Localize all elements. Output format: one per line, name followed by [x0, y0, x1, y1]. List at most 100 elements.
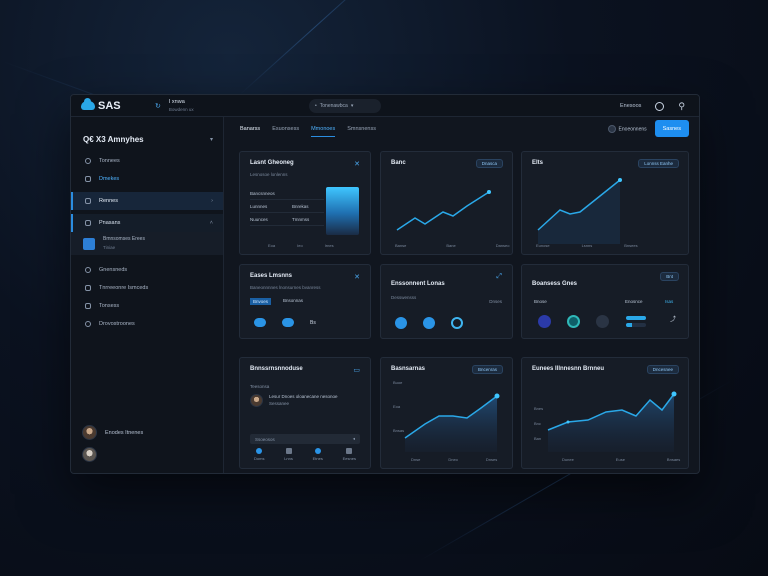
- data-point: [566, 420, 570, 424]
- sidebar-item-2[interactable]: Dmekes: [71, 170, 223, 188]
- tab-2[interactable]: Esuonsess: [272, 126, 300, 132]
- sidebar-item-label: Tonsess: [99, 303, 120, 309]
- action-2[interactable]: Lnns: [284, 448, 293, 461]
- x-axis: Eoa Ieo Irnes: [268, 243, 334, 248]
- badge[interactable]: Bncenras: [471, 365, 503, 374]
- brand-logo[interactable]: SAS: [81, 98, 151, 112]
- main-content: Banarss Esuonsess Mmonoes Smnsnenss Enoe…: [224, 117, 699, 473]
- sidebar-user-2[interactable]: [82, 447, 97, 462]
- axis-label: Dnses: [485, 457, 498, 462]
- card-tags: Eases Lmsnns ✕ Baneonnnnes lnonsurnes bv…: [239, 264, 371, 339]
- top-user[interactable]: I xnwa Bowdenn ux: [169, 98, 194, 114]
- action-label: Etnes: [312, 456, 323, 461]
- sidebar-title: Q€ X3 Amnyhes: [83, 135, 144, 144]
- series-line: [396, 191, 490, 231]
- card-chart-2: Elts Lonnss Eanhe Eunose Lsnns Bnsees: [521, 151, 689, 255]
- close-icon[interactable]: ✕: [354, 274, 360, 281]
- refresh-icon[interactable]: [451, 317, 463, 329]
- series-line: [537, 179, 621, 231]
- cloud-icon[interactable]: [282, 318, 294, 327]
- tag-row: Bnvoes Bnsonnas: [250, 298, 303, 305]
- send-icon: [83, 237, 95, 250]
- sidebar-item-4[interactable]: Pnasans ˄: [71, 214, 223, 232]
- settings-icon: [85, 321, 91, 327]
- tag[interactable]: Bnsonnas: [283, 298, 304, 303]
- filter-control[interactable]: Enoeonnens: [607, 124, 647, 133]
- data-point: [618, 178, 622, 182]
- sidebar-item-1[interactable]: Tonnees: [71, 152, 223, 170]
- brand-name: SAS: [98, 99, 121, 112]
- area-chart: [404, 393, 500, 452]
- primary-button[interactable]: Sasnes: [654, 120, 689, 137]
- pin-icon: [256, 448, 263, 454]
- y-axis-label: Buoe: [393, 380, 403, 385]
- window-icon[interactable]: ▭: [353, 367, 360, 374]
- sidebar-user-1[interactable]: Enodes Itnenes: [82, 425, 143, 440]
- table-cell: Lunnnes: [250, 203, 268, 209]
- action-label: Lnns: [284, 456, 293, 461]
- tab-4[interactable]: Smnsnenss: [347, 126, 376, 132]
- y-axis-label: Ban: [534, 436, 542, 441]
- sidebar-subitem[interactable]: Bmnsomses Erees Tiniae: [71, 232, 223, 255]
- account-label[interactable]: Enesoos: [620, 103, 642, 109]
- badge[interactable]: Dnasca: [475, 159, 503, 168]
- calendar-icon: [85, 176, 91, 182]
- badge[interactable]: Dncesnee: [646, 365, 679, 374]
- globe-icon[interactable]: [395, 317, 407, 329]
- action-4[interactable]: Eesnes: [343, 448, 356, 461]
- tab-1[interactable]: Banarss: [240, 126, 261, 132]
- filter-label: Enoeonnens: [618, 125, 647, 132]
- status-icon[interactable]: [567, 315, 580, 328]
- send-icon[interactable]: ◂: [352, 436, 355, 441]
- area-chart: [547, 391, 677, 452]
- tag[interactable]: Bnvoes: [250, 298, 272, 305]
- axis-label: Bane: [446, 243, 456, 248]
- card-connections: Enssonnent Lonas ⤢ Desswensss Dnses: [380, 264, 513, 339]
- series-area: [538, 180, 620, 244]
- sync-icon[interactable]: ↻: [155, 102, 161, 110]
- card-title: Eases Lmsnns: [250, 273, 293, 279]
- badge[interactable]: Bnt: [660, 272, 679, 281]
- sidebar-item-label: Gnensneds: [99, 267, 128, 273]
- chevron-right-icon: ›: [211, 198, 213, 204]
- sidebar-item-label: Pnasans: [99, 220, 121, 226]
- action-1[interactable]: Doms: [254, 448, 264, 461]
- y-axis-label: Eoa: [393, 404, 401, 409]
- sidebar-item-6[interactable]: Tnrreeonre Ismceds: [71, 279, 223, 297]
- sidebar-item-3[interactable]: Rennes ›: [71, 192, 223, 210]
- x-axis: Banse Bane Danseo: [395, 243, 509, 248]
- y-axis: Buoe Eoa Bnsas: [393, 380, 404, 433]
- tab-3[interactable]: Mmonoes: [311, 126, 336, 137]
- icon-row: Bs: [254, 318, 316, 327]
- sidebar-header[interactable]: Q€ X3 Amnyhes ▾: [71, 117, 223, 152]
- card-title: Lasnt Gheoneg: [250, 160, 294, 166]
- series-area: [548, 394, 674, 452]
- sidebar-item-label: Tnrreeonre Ismceds: [99, 285, 149, 291]
- chevron-down-icon: ▾: [209, 137, 213, 143]
- user-icon[interactable]: ⚲: [678, 100, 685, 111]
- expand-icon[interactable]: ⤢: [496, 273, 502, 280]
- user-icon[interactable]: [538, 315, 551, 328]
- axis-label: Euse: [615, 457, 625, 462]
- cloud-icon[interactable]: [254, 318, 266, 327]
- search-icon: •: [315, 103, 317, 109]
- y-axis-label: Bnc: [534, 421, 541, 426]
- axis-label: Dneo: [448, 457, 458, 462]
- image-icon: [85, 220, 91, 226]
- right-label: Enosnce: [625, 299, 643, 304]
- add-icon[interactable]: [596, 315, 609, 328]
- message-input[interactable]: Ssoeosos ◂: [250, 434, 360, 444]
- link-icon[interactable]: ⤴: [670, 317, 677, 323]
- action-3[interactable]: Etnes: [313, 448, 323, 461]
- sidebar-item-8[interactable]: Drovostroones: [71, 315, 223, 333]
- close-icon[interactable]: ✕: [354, 161, 360, 168]
- search-input[interactable]: • Tonenawbca ▾: [309, 99, 381, 113]
- sidebar-item-5[interactable]: Gnensneds: [71, 261, 223, 279]
- y-axis-label: Bnes: [534, 406, 544, 411]
- card-messages: Bnnssrnsnnoduse ▭ Teesonsa Lesur Dnoes o…: [239, 357, 371, 469]
- globe-icon[interactable]: [423, 317, 435, 329]
- badge[interactable]: Lonnss Eanhe: [638, 159, 679, 168]
- sidebar-item-7[interactable]: Tonsess: [71, 297, 223, 315]
- avatar: [82, 447, 97, 462]
- chat-icon[interactable]: [655, 101, 665, 111]
